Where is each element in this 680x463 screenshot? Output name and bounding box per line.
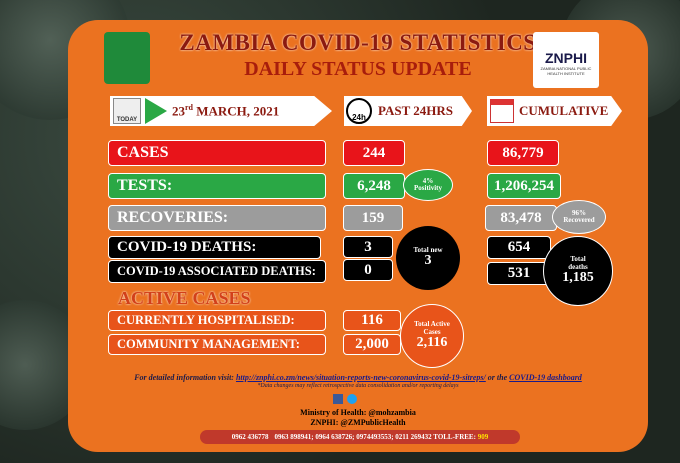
info-line: For detailed information visit: http://z… <box>68 373 648 382</box>
row-label: TESTS: <box>108 173 326 199</box>
badge-value: 1,185 <box>562 270 594 285</box>
active-value: 116 <box>343 310 401 331</box>
row-past: 159 <box>343 205 403 231</box>
row-cumulative: 86,779 <box>487 140 559 166</box>
calendar-icon <box>490 99 514 123</box>
total-active-badge: Total Active Cases 2,116 <box>400 304 464 368</box>
row-past: 244 <box>343 140 405 166</box>
row-cumulative: 1,206,254 <box>487 173 561 199</box>
active-value: 2,000 <box>343 334 401 355</box>
phone-bar: 0962 436778 0963 898941; 0964 638726; 09… <box>200 430 520 444</box>
row-past: 3 <box>343 236 393 258</box>
toll-free: 909 <box>477 433 489 441</box>
total-deaths-badge: Total deaths 1,185 <box>543 236 613 306</box>
logo: ZNPHI ZAMBIA NATIONAL PUBLIC HEALTH INST… <box>533 32 599 88</box>
info-prefix: For detailed information visit: <box>134 373 234 382</box>
date-day: 23 <box>172 103 185 119</box>
note: *Data changes may reflect retrospective … <box>257 383 459 389</box>
dashboard-link[interactable]: COVID-19 dashboard <box>509 373 582 382</box>
badge-value: 4% <box>422 176 434 185</box>
badge-value: 3 <box>424 253 432 269</box>
date-banner: 23rd MARCH, 2021 <box>110 96 332 126</box>
row-label: CASES <box>108 140 326 166</box>
row-past: 6,248 <box>343 173 405 199</box>
twitter-icon[interactable] <box>347 394 357 404</box>
date-rest: MARCH, 2021 <box>196 103 280 119</box>
logo-caption: ZAMBIA NATIONAL PUBLIC HEALTH INSTITUTE <box>540 66 592 76</box>
row-cumulative: 654 <box>487 236 551 259</box>
total-new-badge: Total new 3 <box>396 226 460 290</box>
phone: 0962 436778 <box>231 433 269 441</box>
logo-text: ZNPHI <box>545 50 587 66</box>
info-or: or the <box>487 373 508 382</box>
date-suffix: rd <box>185 102 193 112</box>
subtitle: DAILY STATUS UPDATE <box>244 58 472 80</box>
moh: Ministry of Health: @mohzambia <box>300 408 416 417</box>
title: ZAMBIA COVID-19 STATISTICS <box>179 30 537 55</box>
phone-list: 0963 898941; 0964 638726; 0974493553; 02… <box>274 433 476 441</box>
badge-label: Total new <box>413 245 443 254</box>
row-cumulative: 83,478 <box>485 205 557 231</box>
row-label: COVID-19 ASSOCIATED DEATHS: <box>108 260 326 283</box>
badge-label: Total deaths <box>568 255 588 271</box>
badge-label: Recovered <box>563 216 595 224</box>
row-cumulative: 531 <box>487 262 551 285</box>
phones: 0963 898941; 0964 638726; 0974493553; 02… <box>275 433 489 441</box>
badge-value: 96% <box>572 208 586 217</box>
today-icon: TODAY <box>113 98 141 124</box>
active-label: CURRENTLY HOSPITALISED: <box>108 310 326 331</box>
row-label: RECOVERIES: <box>108 205 326 231</box>
znphi-handle: ZNPHI: @ZMPublicHealth <box>310 418 406 427</box>
coat-of-arms <box>104 32 150 84</box>
row-past: 0 <box>343 259 393 281</box>
badge-label: Total Active Cases <box>414 320 450 336</box>
row-label: COVID-19 DEATHS: <box>108 236 321 259</box>
active-title: ACTIVE CASES <box>118 288 251 308</box>
recovered-badge: 96% Recovered <box>552 200 606 234</box>
active-label: COMMUNITY MANAGEMENT: <box>108 334 326 355</box>
info-link[interactable]: http://znphi.co.zm/news/situation-report… <box>235 373 486 382</box>
positivity-badge: 4% Positivity <box>403 169 453 201</box>
badge-label: Positivity <box>414 184 442 192</box>
clock-icon: 24h <box>346 98 372 124</box>
badge-value: 2,116 <box>416 335 448 350</box>
facebook-icon[interactable] <box>333 394 343 404</box>
date: 23rd MARCH, 2021 <box>172 103 279 119</box>
